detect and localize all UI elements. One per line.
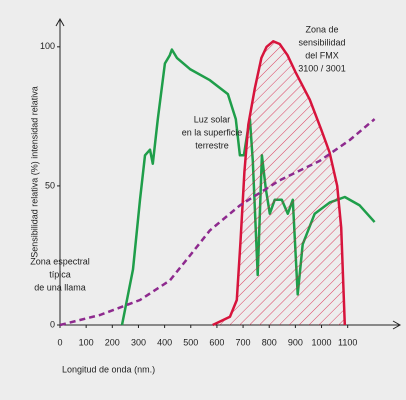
annotation: terrestre — [195, 140, 229, 150]
x-tick-label: 300 — [131, 337, 146, 347]
x-tick-label: 0 — [57, 337, 62, 347]
annotation: Luz solar — [194, 114, 231, 124]
x-tick-label: 900 — [288, 337, 303, 347]
y-axis — [55, 17, 65, 325]
annotation: en la superficie — [182, 127, 243, 137]
y-tick-label: 50 — [45, 180, 55, 190]
x-tick-label: 700 — [236, 337, 251, 347]
y-axis-label: Sensibilidad relativa (%) intensidad rel… — [29, 86, 39, 258]
series-line — [212, 40, 347, 327]
x-tick-label: 600 — [209, 337, 224, 347]
y-tick-label: 0 — [50, 319, 55, 329]
x-tick-label: 400 — [157, 337, 172, 347]
x-tick-label: 100 — [79, 337, 94, 347]
x-axis-label: Longitud de onda (nm.) — [62, 364, 155, 374]
x-tick-label: 1000 — [312, 337, 332, 347]
annotation: típica — [49, 269, 71, 279]
x-tick-label: 500 — [183, 337, 198, 347]
hatched-area — [212, 41, 345, 326]
x-tick-label: 800 — [262, 337, 277, 347]
annotation: del FMX — [305, 50, 339, 60]
annotation: Zona de — [305, 24, 338, 34]
x-tick-label: 1100 — [338, 337, 357, 347]
x-tick-label: 200 — [105, 337, 120, 347]
series-line — [59, 118, 376, 327]
annotation: 3100 / 3001 — [298, 63, 346, 73]
annotation: Zona espectral — [30, 256, 90, 266]
y-tick-label: 100 — [40, 41, 55, 51]
annotation: de una llama — [34, 282, 86, 292]
annotation: sensibilidad — [298, 37, 345, 47]
